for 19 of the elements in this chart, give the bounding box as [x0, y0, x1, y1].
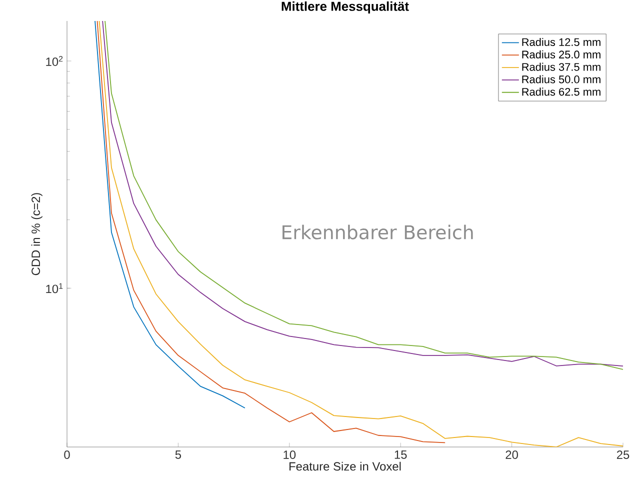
legend-label: Radius 12.5 mm: [522, 38, 600, 46]
x-tick-label: 0: [64, 450, 70, 459]
legend-label: Radius 50.0 mm: [522, 75, 600, 84]
legend-label: Radius 25.0 mm: [522, 50, 600, 58]
line-series: [94, 20, 246, 408]
annotation: Erkennbarer Bereich: [282, 224, 473, 240]
x-tick-label: 25: [616, 450, 630, 459]
y-tick-label: 10$^{1}$: [46, 283, 63, 294]
x-axis-title: Feature Size in Voxel: [290, 462, 401, 471]
line-series: [98, 20, 624, 447]
x-tick-label: 20: [506, 450, 518, 459]
chart-title: Mittlere Messqualität: [282, 1, 409, 14]
x-tick-label: 5: [175, 450, 182, 459]
y-axis-title: CDD in % (c=2): [31, 193, 42, 276]
legend-label: Radius 37.5 mm: [522, 62, 600, 71]
legend-label: Radius 62.5 mm: [522, 88, 600, 96]
x-tick-label: 15: [394, 450, 407, 459]
x-tick-label: 10: [284, 450, 296, 459]
y-tick-label: 10$^{2}$: [46, 56, 63, 66]
